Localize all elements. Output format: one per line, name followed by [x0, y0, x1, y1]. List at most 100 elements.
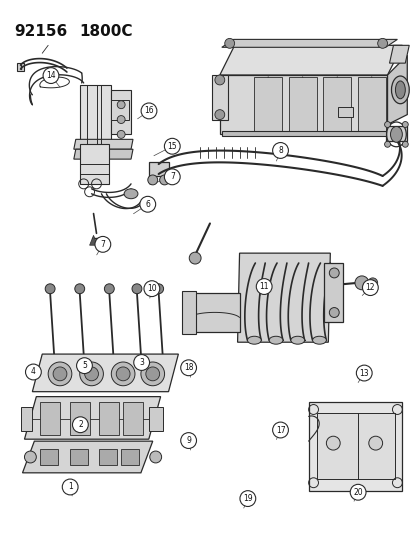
Polygon shape: [387, 55, 406, 125]
Circle shape: [116, 367, 130, 381]
Circle shape: [141, 103, 157, 119]
Text: 6: 6: [145, 200, 150, 209]
Text: 4: 4: [31, 367, 36, 376]
Polygon shape: [111, 100, 129, 119]
Circle shape: [153, 284, 163, 294]
Polygon shape: [148, 407, 162, 431]
Text: 16: 16: [144, 107, 154, 116]
Polygon shape: [188, 293, 239, 332]
Polygon shape: [21, 407, 32, 431]
Polygon shape: [324, 263, 342, 322]
Polygon shape: [22, 441, 152, 473]
Circle shape: [328, 268, 338, 278]
Text: 1800C: 1800C: [80, 23, 133, 38]
Circle shape: [377, 38, 387, 49]
Circle shape: [104, 284, 114, 294]
Circle shape: [132, 284, 142, 294]
Circle shape: [368, 436, 382, 450]
Circle shape: [180, 360, 196, 376]
Circle shape: [133, 354, 149, 370]
Circle shape: [26, 364, 41, 380]
Circle shape: [328, 308, 338, 318]
Circle shape: [140, 196, 155, 212]
Text: 18: 18: [183, 364, 193, 372]
Circle shape: [75, 284, 85, 294]
Circle shape: [140, 362, 164, 386]
Circle shape: [272, 142, 288, 158]
Polygon shape: [254, 77, 281, 132]
Circle shape: [150, 451, 161, 463]
Circle shape: [354, 276, 368, 290]
Ellipse shape: [391, 76, 408, 104]
Polygon shape: [211, 75, 227, 119]
Polygon shape: [70, 401, 89, 435]
Polygon shape: [24, 397, 160, 439]
Circle shape: [325, 436, 339, 450]
Circle shape: [272, 422, 288, 438]
Circle shape: [180, 433, 196, 448]
Polygon shape: [389, 45, 408, 63]
Circle shape: [164, 169, 180, 185]
Circle shape: [349, 484, 365, 500]
Circle shape: [24, 451, 36, 463]
Text: 9: 9: [186, 436, 190, 445]
Circle shape: [43, 68, 59, 84]
Polygon shape: [111, 90, 131, 134]
Polygon shape: [89, 236, 97, 245]
Polygon shape: [74, 139, 133, 149]
Text: 7: 7: [100, 240, 105, 249]
Circle shape: [214, 110, 224, 119]
Polygon shape: [357, 77, 385, 132]
Ellipse shape: [124, 189, 138, 199]
Circle shape: [117, 116, 125, 124]
Text: 3: 3: [139, 358, 144, 367]
Polygon shape: [316, 414, 394, 479]
Polygon shape: [219, 75, 387, 134]
Circle shape: [95, 237, 110, 252]
Polygon shape: [337, 107, 352, 117]
Circle shape: [117, 131, 125, 139]
Circle shape: [367, 278, 377, 288]
Circle shape: [164, 139, 180, 154]
Circle shape: [159, 175, 169, 185]
Circle shape: [356, 365, 371, 381]
Text: 1: 1: [68, 482, 72, 491]
Ellipse shape: [268, 336, 282, 344]
Polygon shape: [148, 162, 168, 176]
Ellipse shape: [290, 336, 304, 344]
Circle shape: [76, 358, 92, 374]
Polygon shape: [99, 401, 119, 435]
Polygon shape: [40, 401, 60, 435]
Text: 14: 14: [46, 71, 56, 80]
Circle shape: [145, 367, 159, 381]
Circle shape: [53, 367, 67, 381]
Circle shape: [384, 141, 389, 147]
Circle shape: [62, 479, 78, 495]
Polygon shape: [385, 126, 406, 141]
Polygon shape: [121, 449, 139, 465]
Polygon shape: [99, 449, 117, 465]
Polygon shape: [182, 290, 196, 334]
Circle shape: [189, 252, 201, 264]
Circle shape: [80, 362, 103, 386]
Circle shape: [111, 362, 135, 386]
Text: 8: 8: [278, 146, 282, 155]
Polygon shape: [40, 449, 58, 465]
Text: 5: 5: [82, 361, 87, 370]
Polygon shape: [221, 39, 396, 47]
Text: 7: 7: [169, 172, 174, 181]
Ellipse shape: [247, 336, 261, 344]
Text: 17: 17: [275, 425, 285, 434]
Circle shape: [72, 417, 88, 433]
Circle shape: [85, 367, 98, 381]
Polygon shape: [32, 354, 178, 392]
Text: 92156: 92156: [14, 23, 68, 38]
Polygon shape: [323, 77, 350, 132]
Circle shape: [256, 279, 271, 294]
Circle shape: [48, 362, 72, 386]
Ellipse shape: [312, 336, 325, 344]
Polygon shape: [219, 45, 401, 75]
Polygon shape: [70, 449, 88, 465]
Text: 13: 13: [358, 368, 368, 377]
Text: 20: 20: [352, 488, 362, 497]
